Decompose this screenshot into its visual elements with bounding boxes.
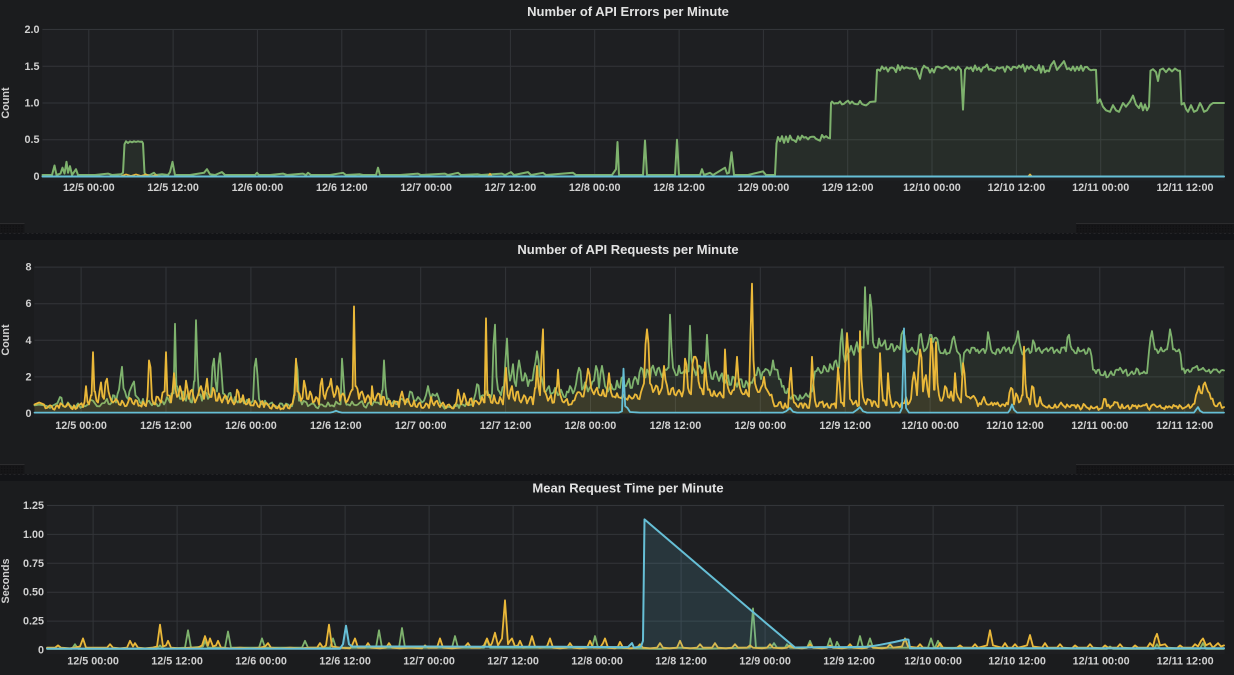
svg-text:0.75: 0.75: [23, 558, 44, 570]
svg-text:0.50: 0.50: [23, 587, 44, 599]
svg-text:12/6 12:00: 12/6 12:00: [310, 420, 362, 432]
svg-text:1.0: 1.0: [24, 98, 39, 110]
svg-text:2.0: 2.0: [24, 24, 39, 36]
svg-text:12/5 00:00: 12/5 00:00: [67, 656, 119, 668]
svg-text:12/5 12:00: 12/5 12:00: [147, 182, 199, 194]
svg-text:2: 2: [25, 371, 31, 383]
svg-text:12/11 12:00: 12/11 12:00: [1156, 182, 1213, 194]
svg-text:12/7 00:00: 12/7 00:00: [403, 656, 455, 668]
svg-text:8: 8: [25, 262, 31, 274]
svg-text:Count: Count: [0, 87, 12, 119]
svg-text:Number of API Errors per Minut: Number of API Errors per Minute: [527, 4, 729, 19]
svg-text:Number of API Requests per Min: Number of API Requests per Minute: [517, 242, 738, 257]
svg-text:4: 4: [25, 335, 31, 347]
svg-text:12/7 12:00: 12/7 12:00: [487, 656, 539, 668]
svg-text:Seconds: Seconds: [0, 558, 12, 603]
svg-text:12/11 00:00: 12/11 00:00: [1073, 656, 1130, 668]
svg-text:12/11 12:00: 12/11 12:00: [1157, 656, 1214, 668]
svg-text:12/9 00:00: 12/9 00:00: [739, 656, 791, 668]
svg-text:Count: Count: [0, 324, 12, 356]
svg-text:12/8 12:00: 12/8 12:00: [650, 420, 702, 432]
svg-text:12/9 12:00: 12/9 12:00: [823, 656, 875, 668]
svg-text:12/8 00:00: 12/8 00:00: [569, 182, 621, 194]
svg-text:12/10 12:00: 12/10 12:00: [988, 182, 1046, 194]
svg-text:12/6 00:00: 12/6 00:00: [232, 182, 284, 194]
svg-text:12/11 12:00: 12/11 12:00: [1156, 420, 1213, 432]
svg-text:12/5 00:00: 12/5 00:00: [55, 420, 107, 432]
svg-text:12/9 00:00: 12/9 00:00: [738, 182, 790, 194]
svg-text:6: 6: [25, 298, 31, 310]
svg-text:12/5 00:00: 12/5 00:00: [63, 182, 115, 194]
svg-text:12/7 00:00: 12/7 00:00: [400, 182, 452, 194]
svg-text:12/7 12:00: 12/7 12:00: [480, 420, 532, 432]
svg-text:1.5: 1.5: [24, 61, 39, 73]
svg-text:12/8 00:00: 12/8 00:00: [565, 420, 617, 432]
svg-text:0: 0: [33, 171, 39, 183]
svg-text:0: 0: [25, 408, 31, 420]
svg-text:12/6 12:00: 12/6 12:00: [316, 182, 368, 194]
svg-text:12/10 12:00: 12/10 12:00: [986, 420, 1044, 432]
svg-text:0.25: 0.25: [23, 616, 44, 628]
svg-text:0.5: 0.5: [24, 134, 39, 146]
svg-text:12/9 12:00: 12/9 12:00: [819, 420, 871, 432]
svg-text:1.00: 1.00: [23, 529, 44, 541]
svg-text:12/7 12:00: 12/7 12:00: [485, 182, 537, 194]
svg-text:12/11 00:00: 12/11 00:00: [1071, 420, 1128, 432]
svg-text:Mean Request Time per Minute: Mean Request Time per Minute: [532, 481, 723, 496]
svg-text:12/5 12:00: 12/5 12:00: [151, 656, 203, 668]
svg-text:12/10 00:00: 12/10 00:00: [903, 182, 961, 194]
svg-text:12/9 00:00: 12/9 00:00: [734, 420, 786, 432]
svg-text:12/6 12:00: 12/6 12:00: [319, 656, 371, 668]
svg-text:12/6 00:00: 12/6 00:00: [225, 420, 277, 432]
svg-text:12/10 00:00: 12/10 00:00: [904, 656, 962, 668]
svg-text:1.25: 1.25: [23, 500, 44, 512]
svg-text:12/5 12:00: 12/5 12:00: [140, 420, 192, 432]
svg-text:0: 0: [38, 645, 44, 657]
svg-text:12/10 00:00: 12/10 00:00: [901, 420, 959, 432]
svg-text:12/9 12:00: 12/9 12:00: [822, 182, 874, 194]
svg-text:12/10 12:00: 12/10 12:00: [988, 656, 1046, 668]
svg-text:12/8 12:00: 12/8 12:00: [653, 182, 705, 194]
svg-text:12/8 00:00: 12/8 00:00: [571, 656, 623, 668]
svg-text:12/6 00:00: 12/6 00:00: [235, 656, 287, 668]
svg-text:12/11 00:00: 12/11 00:00: [1072, 182, 1129, 194]
svg-text:12/7 00:00: 12/7 00:00: [395, 420, 447, 432]
svg-text:12/8 12:00: 12/8 12:00: [655, 656, 707, 668]
